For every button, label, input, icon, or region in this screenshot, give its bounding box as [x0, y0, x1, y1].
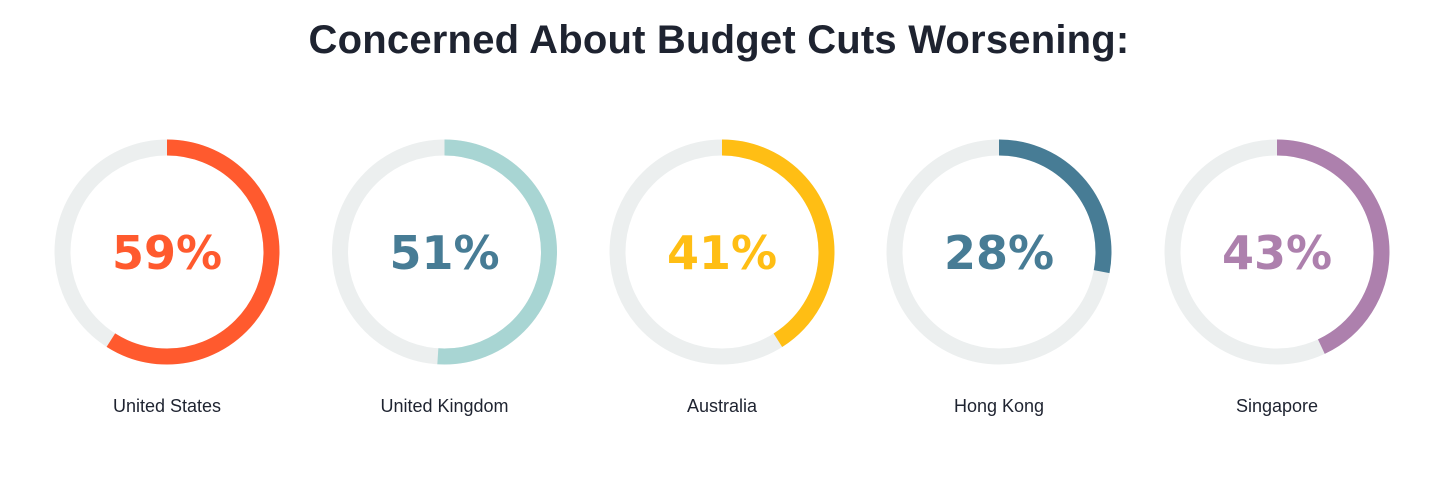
donut-united-kingdom: 51% United Kingdom	[332, 139, 557, 416]
donut-hong-kong: 28% Hong Kong	[886, 139, 1112, 416]
donut-value-arc	[54, 139, 280, 365]
donut-singapore: 43% Singapore	[1164, 139, 1390, 416]
percentage-label: 43%	[1222, 226, 1332, 280]
country-label: Australia	[687, 396, 758, 416]
country-label: Hong Kong	[954, 396, 1044, 416]
chart-title: Concerned About Budget Cuts Worsening:	[308, 18, 1130, 62]
percentage-label: 59%	[112, 226, 222, 280]
percentage-label: 51%	[389, 226, 499, 280]
country-label: United States	[113, 396, 221, 416]
donut-value-arc	[609, 139, 835, 365]
country-label: Singapore	[1236, 396, 1318, 416]
donut-australia: 41% Australia	[609, 139, 835, 416]
donut-united-states: 59% United States	[54, 139, 280, 416]
donut-value-arc	[886, 139, 1112, 365]
donut-value-arc	[1164, 139, 1390, 365]
percentage-label: 28%	[944, 226, 1054, 280]
percentage-label: 41%	[667, 226, 777, 280]
country-label: United Kingdom	[380, 396, 508, 416]
donut-value-arc	[332, 139, 557, 365]
